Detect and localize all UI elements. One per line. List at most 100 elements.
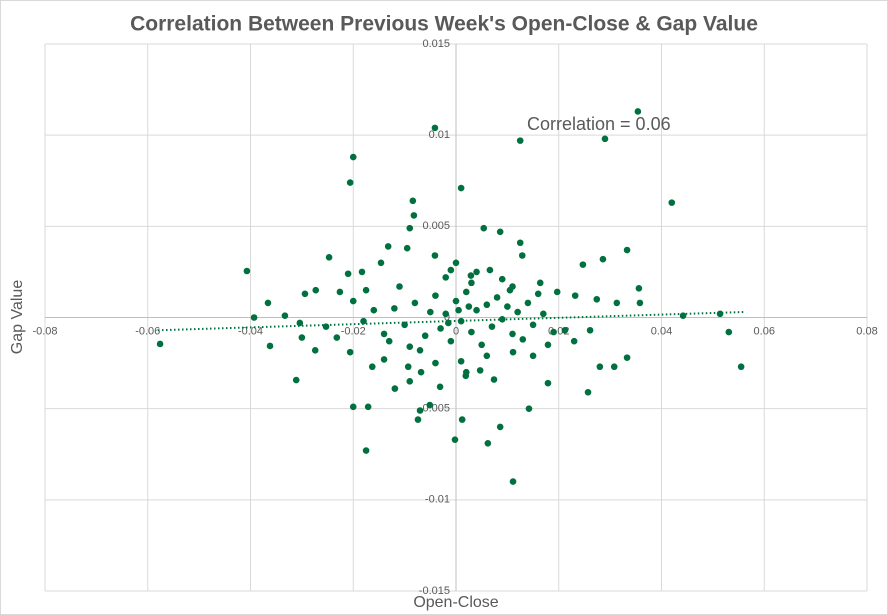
- point: [496, 228, 504, 236]
- point: [432, 292, 439, 299]
- point: [406, 224, 414, 232]
- x-tick-label: 0: [453, 325, 459, 337]
- grid: [44, 43, 868, 592]
- point: [281, 312, 289, 319]
- point: [514, 308, 521, 316]
- point: [451, 436, 459, 443]
- point: [483, 352, 491, 360]
- point: [385, 337, 393, 345]
- point: [301, 290, 309, 298]
- point: [462, 288, 470, 296]
- point: [431, 252, 439, 259]
- point: [384, 243, 392, 250]
- point: [536, 279, 544, 287]
- point: [467, 272, 475, 279]
- point: [601, 135, 609, 143]
- plot: [156, 108, 745, 485]
- point: [380, 330, 388, 338]
- x-axis-title: Open-Close: [413, 594, 498, 611]
- x-tick-label: -0.08: [32, 325, 57, 337]
- point: [468, 328, 475, 336]
- point: [525, 405, 533, 412]
- point: [596, 363, 604, 371]
- point: [457, 357, 465, 365]
- point: [550, 328, 557, 336]
- point: [737, 363, 745, 371]
- point: [544, 379, 552, 387]
- point: [540, 310, 547, 318]
- point: [636, 299, 644, 307]
- chart-title: Correlation Between Previous Week's Open…: [130, 13, 758, 36]
- point: [570, 337, 578, 345]
- point: [421, 332, 429, 340]
- point: [457, 184, 465, 192]
- y-tick-label: 0.01: [429, 129, 450, 141]
- point: [504, 303, 511, 310]
- annotation: Correlation = 0.06: [527, 114, 671, 134]
- point: [452, 259, 460, 267]
- point: [480, 224, 488, 232]
- point: [417, 368, 425, 376]
- point: [610, 363, 618, 371]
- point: [599, 255, 607, 263]
- x-tick-label: -0.06: [135, 325, 160, 337]
- point: [416, 347, 424, 354]
- point: [679, 312, 687, 319]
- point: [442, 274, 450, 281]
- point: [156, 340, 164, 348]
- point: [484, 440, 492, 447]
- point: [404, 363, 412, 371]
- point: [668, 199, 676, 206]
- y-tick-label: -0.005: [419, 403, 450, 415]
- point: [486, 266, 494, 274]
- point: [529, 352, 537, 360]
- point: [368, 363, 376, 371]
- point: [362, 447, 370, 454]
- point: [516, 137, 524, 144]
- point: [483, 301, 491, 309]
- y-tick-label: -0.015: [419, 585, 450, 597]
- point: [325, 254, 333, 261]
- point: [544, 341, 552, 349]
- point: [311, 347, 319, 354]
- point: [518, 252, 526, 259]
- point: [360, 317, 367, 325]
- point: [593, 295, 601, 303]
- y-tick-label: 0.015: [422, 38, 450, 50]
- point: [478, 341, 485, 349]
- point: [623, 354, 631, 361]
- point: [442, 310, 450, 318]
- point: [370, 306, 378, 314]
- point: [571, 292, 579, 299]
- point: [498, 275, 506, 283]
- point: [358, 268, 366, 276]
- point: [473, 268, 480, 276]
- point: [488, 323, 496, 330]
- point: [476, 367, 484, 374]
- point: [296, 319, 304, 327]
- point: [336, 288, 344, 296]
- point: [496, 423, 504, 431]
- point: [264, 299, 272, 307]
- point: [725, 328, 733, 336]
- point: [509, 348, 517, 356]
- point: [534, 290, 542, 298]
- point: [292, 376, 300, 384]
- point: [411, 299, 419, 307]
- point: [312, 286, 320, 294]
- point: [437, 325, 444, 332]
- point: [432, 359, 439, 367]
- point: [447, 266, 455, 274]
- point: [458, 416, 466, 423]
- point: [377, 259, 385, 267]
- point: [519, 336, 527, 343]
- point: [553, 288, 561, 296]
- point: [524, 299, 532, 307]
- point: [516, 239, 524, 247]
- trendline: [157, 311, 744, 332]
- point: [468, 279, 475, 287]
- point: [426, 401, 434, 409]
- point: [333, 334, 341, 341]
- point: [431, 124, 439, 132]
